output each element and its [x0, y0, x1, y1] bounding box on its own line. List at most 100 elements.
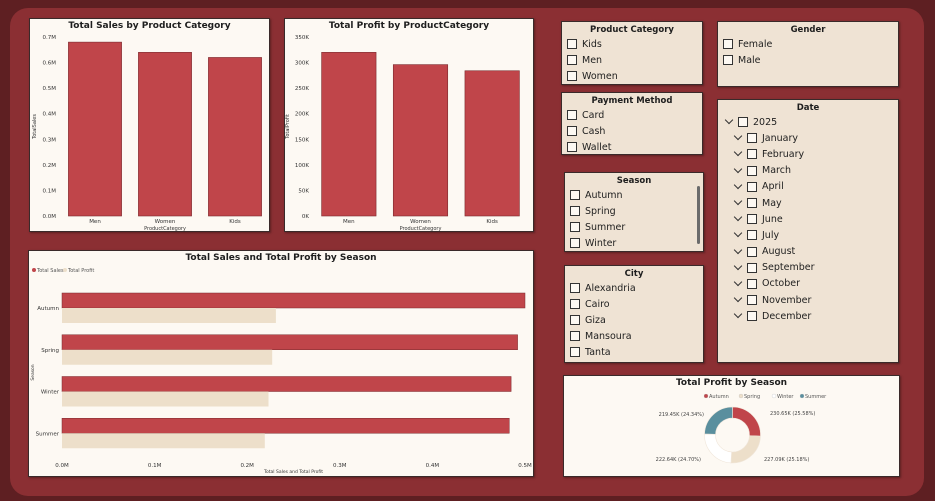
profit-by-season-donut-chart[interactable]: Total Profit by Season Autumn Spring Winte… — [563, 375, 900, 477]
checkbox[interactable] — [570, 190, 580, 200]
chart-title: Total Profit by ProductCategory — [328, 21, 490, 31]
legend-total-profit-label: Total Profit — [67, 268, 94, 274]
date-month-label: May — [762, 197, 782, 209]
slicer-item-summer[interactable]: Summer — [565, 219, 703, 235]
date-month-june[interactable]: June — [718, 211, 898, 227]
legend-autumn-marker — [703, 393, 709, 399]
checkbox[interactable] — [723, 39, 733, 49]
slicer-item-cairo[interactable]: Cairo — [565, 296, 703, 312]
date-month-december[interactable]: December — [718, 308, 898, 324]
checkbox[interactable] — [747, 295, 757, 306]
checkbox[interactable] — [747, 165, 757, 176]
slicer-item-giza[interactable]: Giza — [565, 312, 703, 328]
checkbox[interactable] — [567, 110, 577, 120]
chevron-down-icon[interactable] — [724, 115, 734, 125]
legend-winter-label: Winter — [777, 394, 794, 400]
date-month-april[interactable]: April — [718, 179, 898, 195]
chart-title: Total Profit by Season — [675, 378, 788, 388]
checkbox[interactable] — [747, 278, 757, 289]
x-tick-label: 0.0M — [55, 463, 69, 469]
checkbox[interactable] — [738, 117, 748, 128]
season-scrollbar[interactable] — [697, 186, 700, 244]
date-month-label: November — [762, 294, 812, 306]
date-month-label: March — [762, 165, 791, 177]
checkbox[interactable] — [570, 238, 580, 248]
checkbox[interactable] — [723, 55, 733, 65]
date-month-july[interactable]: July — [718, 227, 898, 243]
checkbox[interactable] — [747, 311, 757, 322]
slicer-item-alexandria[interactable]: Alexandria — [565, 280, 703, 296]
checkbox[interactable] — [570, 331, 580, 341]
date-month-label: January — [762, 132, 799, 144]
slicer-item-card[interactable]: Card — [562, 107, 702, 123]
chevron-down-icon[interactable] — [733, 261, 743, 271]
checkbox[interactable] — [570, 347, 580, 357]
slicer-item-female[interactable]: Female — [718, 36, 898, 52]
checkbox[interactable] — [747, 133, 757, 144]
sales-profit-by-season-chart[interactable]: Total Sales and Total Profit by Season T… — [28, 250, 534, 477]
slicer-item-cash[interactable]: Cash — [562, 123, 702, 139]
checkbox[interactable] — [567, 55, 577, 65]
checkbox[interactable] — [747, 262, 757, 273]
slicer-item-men[interactable]: Men — [562, 52, 702, 68]
checkbox[interactable] — [570, 315, 580, 325]
slicer-item-kids[interactable]: Kids — [562, 36, 702, 52]
chevron-down-icon[interactable] — [733, 196, 743, 206]
checkbox[interactable] — [567, 71, 577, 81]
date-month-february[interactable]: February — [718, 146, 898, 162]
date-year-2025[interactable]: 2025 — [718, 114, 898, 130]
date-month-label: June — [762, 213, 783, 225]
chart-title: Total Sales by Product Category — [68, 21, 231, 31]
y-tick-label: 0K — [302, 214, 309, 220]
slicer-item-women[interactable]: Women — [562, 68, 702, 84]
slicer-item-spring[interactable]: Spring — [565, 203, 703, 219]
legend-winter-marker — [771, 393, 777, 399]
slicer-item-tanta[interactable]: Tanta — [565, 344, 703, 360]
checkbox[interactable] — [567, 39, 577, 49]
slicer-item-winter[interactable]: Winter — [565, 235, 703, 251]
chevron-down-icon[interactable] — [733, 212, 743, 222]
checkbox[interactable] — [567, 142, 577, 152]
checkbox[interactable] — [747, 198, 757, 209]
date-month-november[interactable]: November — [718, 292, 898, 308]
donut-slice-spring — [730, 435, 761, 464]
checkbox[interactable] — [747, 214, 757, 225]
date-month-january[interactable]: January — [718, 130, 898, 146]
slicer-item-label: Giza — [585, 314, 606, 326]
checkbox[interactable] — [747, 181, 757, 192]
chevron-down-icon[interactable] — [733, 277, 743, 287]
slicer-item-mansoura[interactable]: Mansoura — [565, 328, 703, 344]
date-month-march[interactable]: March — [718, 163, 898, 179]
checkbox[interactable] — [570, 283, 580, 293]
slicer-item-wallet[interactable]: Wallet — [562, 139, 702, 155]
date-month-october[interactable]: October — [718, 276, 898, 292]
chevron-down-icon[interactable] — [733, 148, 743, 157]
checkbox[interactable] — [747, 230, 757, 241]
slicer-item-male[interactable]: Male — [718, 52, 898, 68]
profit-by-category-chart[interactable]: Total Profit by ProductCategory 0K 50K 100… — [284, 18, 534, 232]
chevron-down-icon[interactable] — [733, 310, 743, 319]
checkbox[interactable] — [570, 222, 580, 232]
checkbox[interactable] — [747, 246, 757, 257]
date-month-august[interactable]: August — [718, 244, 898, 260]
checkbox[interactable] — [567, 126, 577, 136]
slicer-item-autumn[interactable]: Autumn — [565, 187, 703, 203]
y-tick-label: 50K — [298, 188, 309, 194]
checkbox[interactable] — [570, 299, 580, 309]
chevron-down-icon[interactable] — [733, 293, 743, 303]
date-month-may[interactable]: May — [718, 195, 898, 211]
checkbox[interactable] — [747, 149, 757, 160]
slicer-title: Product Category — [590, 25, 674, 35]
sales-profit-by-season-plot: Total Sales Total Profit Autumn Spring Winte… — [30, 268, 532, 475]
donut-data-label: 227.09K (25.18%) — [764, 457, 809, 463]
chevron-down-icon[interactable] — [733, 132, 743, 141]
chevron-down-icon[interactable] — [733, 164, 743, 173]
date-month-september[interactable]: September — [718, 260, 898, 276]
chevron-down-icon[interactable] — [733, 229, 743, 238]
x-tick-label: Kids — [486, 219, 498, 225]
checkbox[interactable] — [570, 206, 580, 216]
chevron-down-icon[interactable] — [733, 180, 743, 190]
slicer-item-label: Card — [582, 109, 605, 121]
chevron-down-icon[interactable] — [733, 245, 743, 254]
sales-by-category-chart[interactable]: Total Sales by Product Category 0.0M 0.1M… — [29, 18, 270, 232]
